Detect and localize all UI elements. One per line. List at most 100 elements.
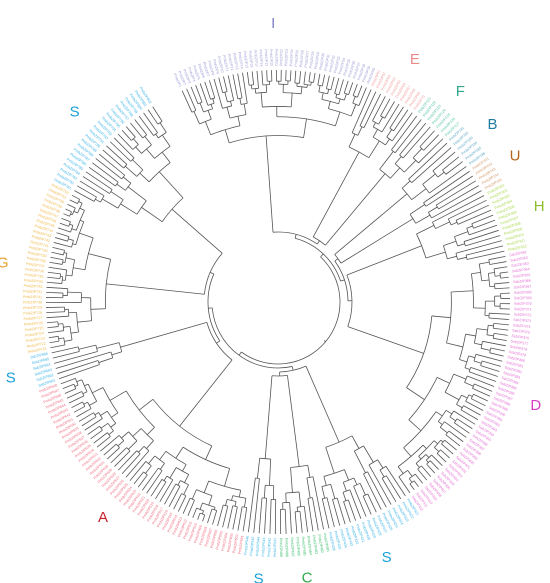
branch (263, 485, 266, 499)
branch (349, 489, 362, 519)
branch (431, 315, 451, 319)
leaf-label: PmbZIP546 (243, 536, 249, 555)
branch (284, 509, 287, 534)
leaf-label: SsbZIP379 (508, 350, 526, 358)
branch (76, 408, 92, 418)
branch (58, 227, 71, 233)
branch (474, 383, 493, 392)
branch (394, 119, 422, 154)
branch (372, 122, 376, 128)
clade-letter: D (530, 397, 541, 414)
branch (468, 355, 476, 359)
leaf-label: PmbZIP302 (489, 188, 508, 200)
branch (102, 198, 119, 209)
branch (454, 231, 469, 237)
branch (294, 70, 297, 83)
branch (179, 359, 233, 427)
branch (449, 416, 456, 422)
branch (132, 428, 142, 437)
branch (183, 484, 189, 495)
leaf-label: PmbZIP28 (309, 51, 315, 68)
branch (312, 497, 319, 531)
branch (76, 185, 97, 198)
branch (457, 256, 467, 260)
branch (66, 391, 82, 399)
branch-arc (81, 379, 88, 392)
branch (363, 93, 381, 128)
leaf-label: SsbZIP663 (34, 368, 52, 377)
branch (98, 357, 113, 363)
leaf-label: SsbZIP384 (501, 376, 519, 385)
leaf-label: PmbZIP602 (232, 534, 239, 553)
branch (338, 98, 341, 104)
branch (212, 510, 218, 525)
branch-arc (191, 110, 197, 113)
branch (363, 473, 382, 510)
leaf-label: SsbZIP664 (33, 362, 51, 371)
branch-arc (472, 383, 475, 389)
branch-arc (401, 187, 412, 200)
branch (415, 214, 431, 224)
branch (443, 240, 457, 246)
branch-arc (432, 170, 439, 178)
branch-arc (69, 211, 72, 217)
branch-arc (180, 480, 189, 486)
leaf-label: PmbZIP20 (269, 49, 273, 66)
branch-arc (391, 149, 396, 154)
branch-arc (343, 499, 349, 502)
branch (175, 446, 184, 459)
branch (459, 359, 468, 363)
branch (69, 199, 78, 205)
branch (158, 171, 184, 199)
branch-arc (223, 504, 228, 507)
branch (92, 387, 104, 394)
branch (489, 261, 507, 265)
branch (182, 498, 191, 514)
branch (321, 74, 326, 87)
leaf-label: PmbZIP729 (23, 306, 42, 310)
branch (121, 129, 132, 141)
branch (479, 261, 490, 265)
branch (68, 238, 74, 241)
branch (494, 282, 510, 285)
branch (335, 111, 341, 126)
leaf-label: PmbZIP613 (172, 517, 183, 536)
leaf-label: SsbZIP369 (514, 296, 532, 300)
leaf-label: PmbZIP39 (361, 65, 371, 82)
branch (404, 160, 417, 173)
branch-arc (64, 269, 68, 281)
leaf-label: PmbZIP484 (306, 536, 312, 555)
branch (47, 326, 59, 329)
leaf-label: PmbZIP614 (167, 514, 179, 533)
branch (467, 250, 505, 260)
branch (490, 347, 505, 352)
branch (457, 209, 492, 225)
leaf-label: SsbZIP378 (509, 345, 527, 352)
branch (437, 171, 445, 178)
branch (213, 78, 223, 109)
branch (256, 458, 261, 479)
branch (265, 135, 274, 233)
branch (264, 498, 267, 534)
branch (133, 471, 144, 485)
branch (145, 465, 152, 474)
branch (95, 158, 123, 180)
branch (379, 469, 385, 478)
leaf-label: SsbZIP382 (504, 366, 522, 375)
branch (306, 477, 311, 499)
branch (46, 286, 68, 290)
branch (444, 391, 460, 401)
branch (438, 421, 443, 425)
branch (307, 465, 311, 478)
branch (125, 450, 150, 478)
branch-arc (196, 489, 213, 497)
branch (98, 153, 125, 176)
branch (465, 400, 484, 411)
branch (79, 219, 84, 223)
branch (343, 80, 349, 94)
branch (335, 94, 338, 98)
branch (224, 92, 228, 102)
branch-arc (57, 336, 60, 342)
leaf-label: PmbZIP612 (177, 519, 188, 538)
leaf-label: PmbZIP646 (43, 393, 62, 404)
